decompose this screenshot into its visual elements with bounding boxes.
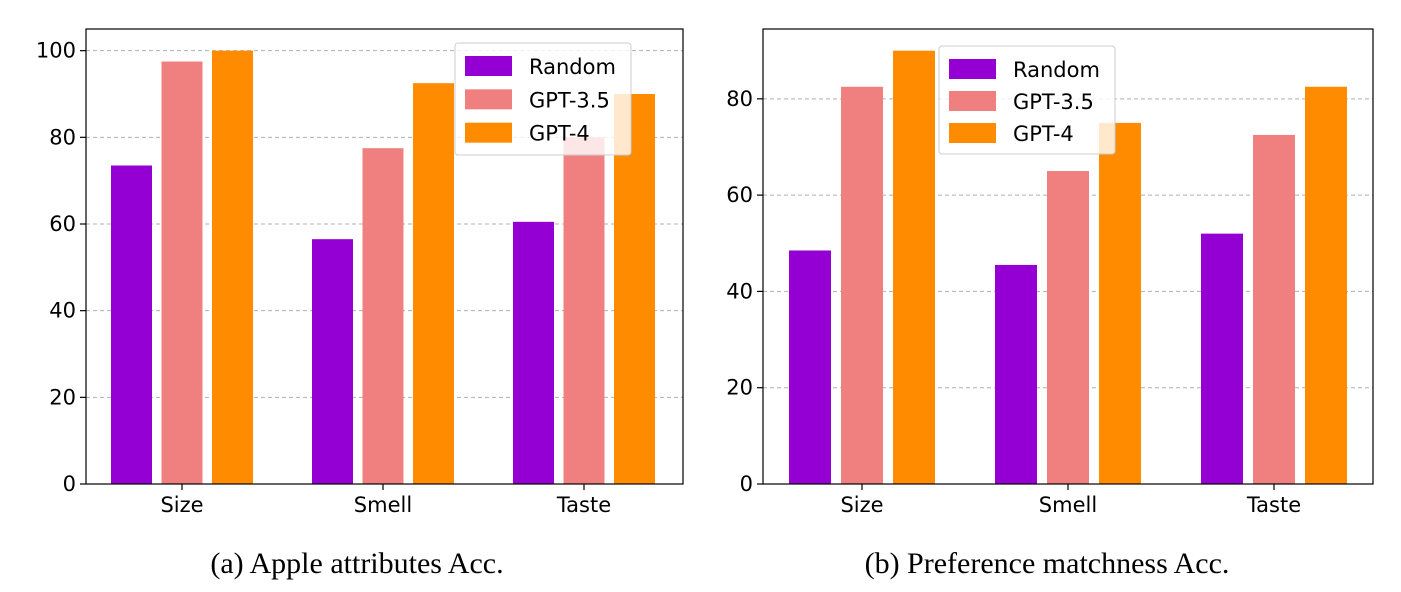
legend-swatch — [465, 122, 512, 143]
axes-frame — [85, 28, 684, 485]
y-tick-label: 0 — [740, 472, 753, 496]
bar-gpt-3-5-smell — [1047, 171, 1089, 484]
y-tick-label: 0 — [63, 472, 76, 496]
legend-swatch — [949, 123, 996, 143]
x-tick-label: Taste — [1246, 493, 1301, 517]
bar-random-size — [789, 250, 831, 484]
legend-label: GPT-3.5 — [1013, 90, 1094, 114]
legend-swatch — [465, 56, 512, 76]
bar-gpt-4-taste — [614, 94, 655, 484]
bar-gpt-3-5-size — [161, 61, 203, 484]
y-tick-label: 40 — [726, 279, 753, 303]
y-tick-label: 60 — [49, 212, 76, 236]
y-tick-label: 60 — [726, 183, 753, 207]
x-tick-label: Smell — [1039, 493, 1097, 517]
legend: Random GPT-3.5 GPT-4 — [454, 42, 632, 156]
y-tick-label: 20 — [49, 385, 76, 409]
x-tick-label: Size — [840, 493, 883, 517]
chart-apple-attributes: Size Smell Taste 0 20 40 60 80 100 Random GPT-3.5 G… — [36, 28, 684, 580]
bar-random-size — [111, 165, 152, 484]
bar-gpt-3-5-size — [841, 86, 883, 485]
y-tick-label: 80 — [49, 125, 76, 149]
figure-caption: (a) Apple attributes Acc. — [210, 547, 503, 580]
y-tick-label: 20 — [726, 376, 753, 400]
bar-gpt-4-smell — [1099, 122, 1141, 484]
bar-gpt-3-5-taste — [1253, 134, 1295, 485]
legend-label: GPT-4 — [529, 122, 590, 146]
bar-gpt-4-size — [212, 50, 253, 485]
legend-swatch — [465, 89, 512, 110]
legend-label: GPT-3.5 — [529, 88, 610, 112]
x-tick-label: Size — [160, 493, 203, 517]
x-tick-label: Smell — [354, 493, 412, 517]
x-tick-label: Taste — [556, 493, 611, 517]
bar-random-taste — [513, 221, 554, 485]
y-tick-label: 100 — [36, 39, 76, 63]
bar-random-taste — [1201, 233, 1243, 484]
bar-random-smell — [995, 264, 1037, 484]
legend-label: Random — [529, 55, 616, 79]
axes-frame — [762, 28, 1374, 485]
legend-swatch — [949, 59, 996, 79]
bar-gpt-3-5-taste — [563, 137, 605, 485]
legend-swatch — [949, 91, 996, 111]
figure-caption: (b) Preference matchness Acc. — [865, 547, 1230, 580]
legend: Random GPT-3.5 GPT-4 — [938, 45, 1116, 155]
y-tick-label: 40 — [49, 299, 76, 323]
legend-label: GPT-4 — [1013, 122, 1074, 146]
chart-preference-matchness: Size Smell Taste 0 20 40 60 80 Random GPT-3.5 GPT-… — [726, 28, 1374, 580]
bar-gpt-4-size — [893, 50, 935, 485]
bar-gpt-4-taste — [1305, 86, 1347, 485]
bar-gpt-4-smell — [413, 83, 454, 485]
y-tick-label: 80 — [726, 87, 753, 111]
bar-random-smell — [312, 239, 353, 484]
bar-gpt-3-5-smell — [362, 148, 404, 484]
legend-label: Random — [1013, 58, 1100, 82]
